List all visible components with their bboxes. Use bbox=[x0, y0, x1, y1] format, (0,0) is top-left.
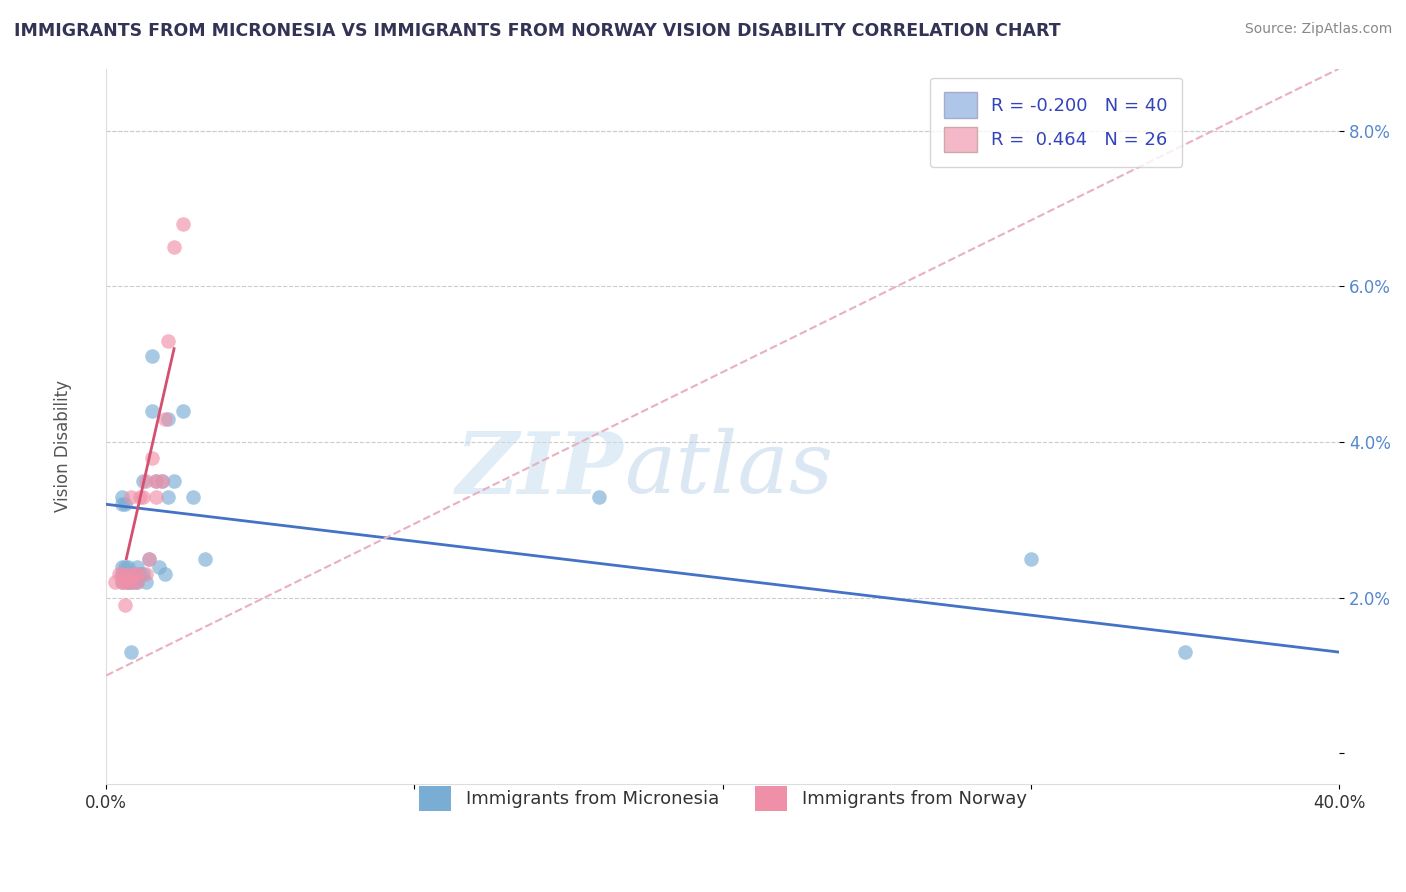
Point bbox=[135, 474, 157, 488]
Point bbox=[194, 551, 217, 566]
Point bbox=[153, 411, 176, 425]
Point bbox=[156, 490, 179, 504]
Point bbox=[122, 567, 145, 582]
Point bbox=[150, 474, 173, 488]
Point bbox=[107, 567, 129, 582]
Point bbox=[125, 559, 148, 574]
Text: atlas: atlas bbox=[624, 428, 834, 511]
Point bbox=[132, 474, 155, 488]
Point bbox=[156, 334, 179, 348]
Point bbox=[117, 575, 139, 590]
Point bbox=[120, 575, 142, 590]
Point bbox=[172, 404, 194, 418]
Point bbox=[156, 411, 179, 425]
Point bbox=[117, 575, 139, 590]
Point bbox=[125, 567, 148, 582]
Point bbox=[114, 599, 136, 613]
Point bbox=[111, 559, 134, 574]
Point bbox=[181, 490, 204, 504]
Text: ZIP: ZIP bbox=[456, 427, 624, 511]
Point bbox=[122, 575, 145, 590]
Point bbox=[114, 559, 136, 574]
Point bbox=[145, 490, 167, 504]
Point bbox=[588, 490, 610, 504]
Point bbox=[120, 490, 142, 504]
Point bbox=[117, 575, 139, 590]
Point bbox=[111, 567, 134, 582]
Point bbox=[150, 474, 173, 488]
Legend: Immigrants from Micronesia, Immigrants from Norway: Immigrants from Micronesia, Immigrants f… bbox=[404, 771, 1042, 825]
Point bbox=[125, 575, 148, 590]
Point bbox=[104, 575, 127, 590]
Point bbox=[120, 567, 142, 582]
Point bbox=[145, 474, 167, 488]
Point bbox=[129, 567, 152, 582]
Point bbox=[117, 559, 139, 574]
Point bbox=[132, 490, 155, 504]
Point bbox=[111, 575, 134, 590]
Point bbox=[148, 559, 170, 574]
Point bbox=[114, 497, 136, 511]
Point bbox=[141, 350, 163, 364]
Point bbox=[120, 575, 142, 590]
Point bbox=[114, 567, 136, 582]
Point bbox=[141, 404, 163, 418]
Point bbox=[163, 474, 186, 488]
Point bbox=[153, 567, 176, 582]
Point bbox=[1174, 645, 1197, 659]
Point bbox=[138, 551, 160, 566]
Point bbox=[114, 575, 136, 590]
Point bbox=[120, 645, 142, 659]
Text: Vision Disability: Vision Disability bbox=[55, 380, 72, 512]
Point bbox=[122, 567, 145, 582]
Point bbox=[163, 240, 186, 254]
Text: IMMIGRANTS FROM MICRONESIA VS IMMIGRANTS FROM NORWAY VISION DISABILITY CORRELATI: IMMIGRANTS FROM MICRONESIA VS IMMIGRANTS… bbox=[14, 22, 1060, 40]
Point bbox=[117, 567, 139, 582]
Point bbox=[111, 490, 134, 504]
Point bbox=[141, 450, 163, 465]
Point bbox=[145, 474, 167, 488]
Text: Source: ZipAtlas.com: Source: ZipAtlas.com bbox=[1244, 22, 1392, 37]
Point bbox=[135, 567, 157, 582]
Point bbox=[129, 490, 152, 504]
Point bbox=[117, 567, 139, 582]
Point bbox=[132, 567, 155, 582]
Point bbox=[172, 217, 194, 231]
Point bbox=[1019, 551, 1042, 566]
Point bbox=[111, 497, 134, 511]
Point bbox=[125, 567, 148, 582]
Point bbox=[125, 575, 148, 590]
Point bbox=[111, 575, 134, 590]
Point bbox=[111, 567, 134, 582]
Point bbox=[135, 575, 157, 590]
Point bbox=[138, 551, 160, 566]
